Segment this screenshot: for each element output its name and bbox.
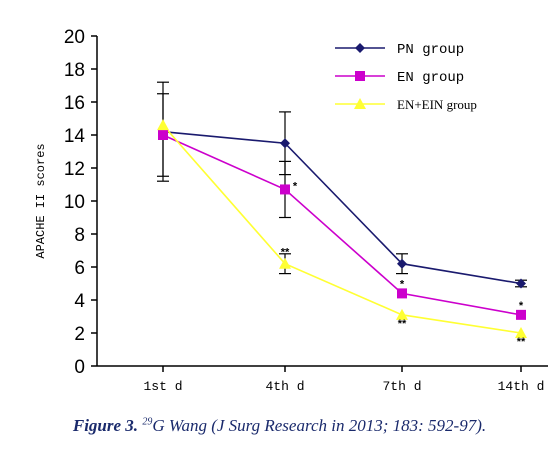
y-tick-label: 6 (74, 258, 85, 279)
data-point (280, 138, 290, 149)
y-tick-label: 12 (64, 159, 85, 180)
x-tick-label: 14th d (498, 379, 545, 394)
data-point (396, 308, 408, 320)
legend-label: PN group (397, 42, 464, 58)
data-point (397, 288, 407, 299)
figure-caption: Figure 3. 29G Wang (J Surg Research in 2… (0, 416, 559, 436)
y-tick-label: 16 (64, 93, 85, 114)
data-point (516, 309, 526, 320)
x-tick-label: 1st d (143, 379, 182, 394)
caption-ref: 29 (142, 416, 153, 428)
data-point (279, 257, 291, 269)
caption-text: G Wang (J Surg Research in 2013; 183: 59… (152, 416, 487, 435)
x-tick-label: 7th d (382, 379, 421, 394)
y-tick-label: 0 (74, 357, 85, 378)
legend-marker (355, 43, 365, 53)
legend-label: EN+EIN group (397, 97, 477, 112)
series-line (162, 124, 522, 334)
y-tick-label: 18 (64, 60, 85, 81)
significance-mark: ** (281, 247, 290, 259)
y-tick-label: 4 (74, 291, 85, 312)
y-tick-label: 20 (64, 27, 85, 48)
data-point (516, 278, 526, 289)
significance-mark: * (400, 278, 405, 290)
data-point (157, 119, 169, 131)
y-tick-label: 2 (74, 324, 85, 345)
data-point (280, 184, 290, 195)
legend-label: EN group (397, 70, 464, 86)
y-tick-label: 14 (64, 126, 86, 147)
caption-label: Figure 3. (72, 416, 139, 435)
significance-mark: ** (517, 336, 526, 348)
data-point (515, 327, 527, 338)
line-chart: 0 2 4 6 8 10 12 14 16 18 20 1st d 4th d 7th d 14th d AP… (34, 27, 548, 394)
data-point (397, 258, 407, 269)
legend-marker (354, 98, 366, 109)
significance-mark: ** (398, 318, 407, 330)
significance-mark: * (519, 300, 524, 312)
y-tick-label: 8 (74, 225, 85, 246)
series-line (162, 134, 522, 316)
y-axis-label: APACHE II scores (34, 143, 48, 258)
significance-mark: * (293, 180, 298, 192)
y-tick-label: 10 (64, 192, 85, 213)
data-point (158, 130, 168, 140)
series-line (162, 130, 522, 285)
legend-marker (355, 71, 365, 81)
x-tick-label: 4th d (265, 379, 304, 394)
